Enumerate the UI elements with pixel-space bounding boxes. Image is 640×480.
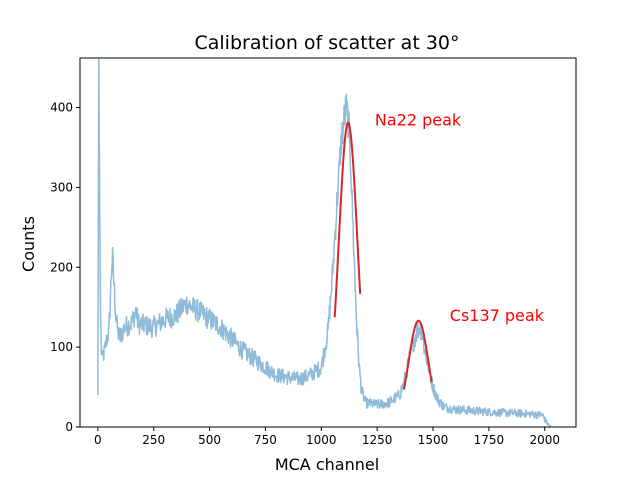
y-tick-label: 300 <box>50 180 73 194</box>
plot-frame <box>79 57 577 428</box>
spectrum-line <box>97 58 552 427</box>
chart-title: Calibration of scatter at 30° <box>194 32 459 54</box>
x-tick-label: 500 <box>198 433 221 447</box>
peak-annotation-0: Na22 peak <box>375 111 462 130</box>
x-axis-label: MCA channel <box>275 455 379 474</box>
peak-annotation-1: Cs137 peak <box>450 306 545 325</box>
plot-area: Na22 peak Cs137 peak <box>97 58 552 427</box>
x-tick-label: 750 <box>254 433 277 447</box>
x-tick-label: 2000 <box>529 433 560 447</box>
x-tick-label: 1500 <box>418 433 449 447</box>
y-tick-label: 100 <box>50 340 73 354</box>
x-tick-label: 1000 <box>306 433 337 447</box>
axes: 0 250 500 750 1000 1250 1500 1750 2000 0 100 200 300… <box>50 57 577 447</box>
y-tick-label: 400 <box>50 101 73 115</box>
x-tick-label: 0 <box>94 433 102 447</box>
y-axis-label: Counts <box>19 216 38 272</box>
x-tick-label: 250 <box>142 433 165 447</box>
gaussian-fit-line-2 <box>402 319 433 390</box>
x-tick-label: 1750 <box>474 433 505 447</box>
y-tick-label: 200 <box>50 260 73 274</box>
y-tick-label: 0 <box>65 420 73 434</box>
gaussian-fit-line-1 <box>333 121 362 318</box>
x-tick-label: 1250 <box>362 433 393 447</box>
